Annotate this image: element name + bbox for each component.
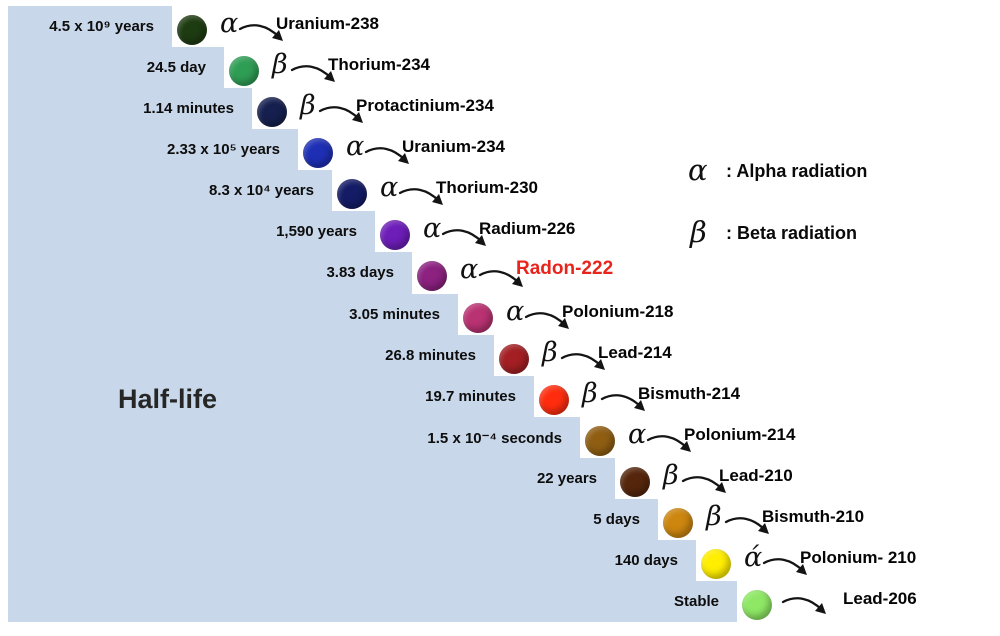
alpha-symbol-icon: α	[688, 153, 708, 187]
alpha-legend-label: : Alpha radiation	[726, 161, 868, 181]
half-life-label: 4.5 x 10⁹ years	[49, 18, 154, 35]
decay-arrow-icon	[441, 229, 486, 246]
decay-symbol: β	[663, 460, 679, 491]
half-life-title: Half-life	[118, 384, 218, 414]
decay-arrow-icon	[290, 65, 335, 82]
half-life-label: 8.3 x 10⁴ years	[208, 182, 314, 199]
half-life-label: 5 days	[593, 511, 640, 528]
decay-symbol: β	[542, 337, 558, 368]
decay-symbol: α	[346, 131, 365, 162]
half-life-label: 22 years	[536, 470, 597, 487]
half-life-label: 140 days	[614, 552, 678, 569]
half-life-label: 3.83 days	[326, 264, 394, 281]
staircase-step	[8, 499, 658, 542]
half-life-label: 1,590 years	[276, 223, 357, 240]
decay-arrow-icon	[646, 435, 691, 452]
isotope-dot	[303, 138, 333, 168]
isotope-dot	[229, 56, 259, 86]
half-life-label: 19.7 minutes	[425, 388, 516, 405]
half-life-label: 2.33 x 10⁵ years	[167, 141, 280, 158]
decay-arrow-icon	[762, 558, 807, 575]
staircase-step	[8, 294, 458, 337]
isotope-dot	[663, 508, 693, 538]
isotope-name: Bismuth-210	[762, 507, 865, 526]
isotope-name-radon: Radon-222	[516, 258, 614, 279]
half-life-label: 24.5 day	[146, 59, 206, 76]
decay-symbol: α	[220, 8, 239, 39]
staircase-step	[8, 252, 412, 296]
isotope-dot	[742, 590, 772, 620]
staircase-step	[8, 129, 298, 172]
isotope-dot	[463, 303, 493, 333]
staircase-step	[8, 6, 172, 49]
isotope-name: Uranium-238	[276, 14, 379, 33]
beta-legend-label: : Beta radiation	[726, 223, 858, 243]
decay-arrow-icon	[600, 394, 645, 411]
decay-symbol: β	[582, 378, 598, 409]
isotope-dot	[620, 467, 650, 497]
isotope-dot	[585, 426, 615, 456]
staircase-step	[8, 170, 332, 213]
isotope-name: Lead-210	[719, 466, 793, 485]
isotope-name: Thorium-230	[436, 178, 539, 197]
decay-symbol: α	[423, 213, 442, 244]
decay-symbol: β	[272, 49, 288, 80]
staircase-step	[8, 417, 580, 460]
decay-symbol: α	[380, 172, 399, 203]
staircase-step	[8, 335, 494, 378]
isotope-name: Polonium- 210	[800, 548, 917, 567]
staircase-step	[8, 47, 224, 90]
staircase-step	[8, 88, 252, 131]
decay-arrow-icon	[398, 188, 443, 205]
decay-symbol: ά	[744, 542, 763, 573]
half-life-label: 26.8 minutes	[385, 347, 476, 364]
decay-symbol: α	[460, 254, 479, 285]
isotope-name: Radium-226	[479, 219, 576, 238]
isotope-dot	[257, 97, 287, 127]
decay-symbol: β	[300, 90, 316, 121]
staircase-step	[8, 458, 615, 501]
decay-arrow-icon	[681, 476, 726, 493]
decay-arrow-icon	[724, 517, 769, 534]
isotope-name: Uranium-234	[402, 137, 505, 156]
beta-symbol-icon: β	[690, 215, 707, 249]
staircase-step	[8, 581, 737, 622]
isotope-name: Polonium-214	[684, 425, 796, 444]
decay-symbol: α	[628, 419, 647, 450]
half-life-label: 1.5 x 10⁻⁴ seconds	[427, 430, 562, 447]
isotope-name: Lead-214	[598, 343, 672, 362]
decay-arrow-icon	[318, 106, 363, 123]
staircase-step	[8, 376, 534, 419]
isotope-dot	[499, 344, 529, 374]
isotope-dot	[337, 179, 367, 209]
isotope-dot	[701, 549, 731, 579]
decay-arrow-icon	[560, 353, 605, 370]
isotope-name: Thorium-234	[328, 55, 431, 74]
isotope-name: Protactinium-234	[356, 96, 494, 115]
isotope-dot	[380, 220, 410, 250]
decay-arrow-icon	[781, 597, 826, 614]
half-life-label: 1.14 minutes	[143, 100, 234, 117]
half-life-label: 3.05 minutes	[349, 306, 440, 323]
isotope-dot	[177, 15, 207, 45]
decay-symbol: α	[506, 296, 525, 327]
decay-arrow-icon	[524, 312, 569, 329]
isotope-dot	[417, 261, 447, 291]
staircase-step	[8, 540, 696, 583]
isotope-name: Bismuth-214	[638, 384, 741, 403]
staircase-step	[8, 211, 375, 254]
isotope-dot	[539, 385, 569, 415]
decay-arrow-icon	[238, 24, 283, 41]
isotope-name: Lead-206	[843, 589, 917, 608]
half-life-label: Stable	[673, 593, 719, 610]
isotope-name: Polonium-218	[562, 302, 674, 321]
decay-arrow-icon	[478, 270, 523, 287]
decay-arrow-icon	[364, 147, 409, 164]
decay-symbol: β	[706, 501, 722, 532]
